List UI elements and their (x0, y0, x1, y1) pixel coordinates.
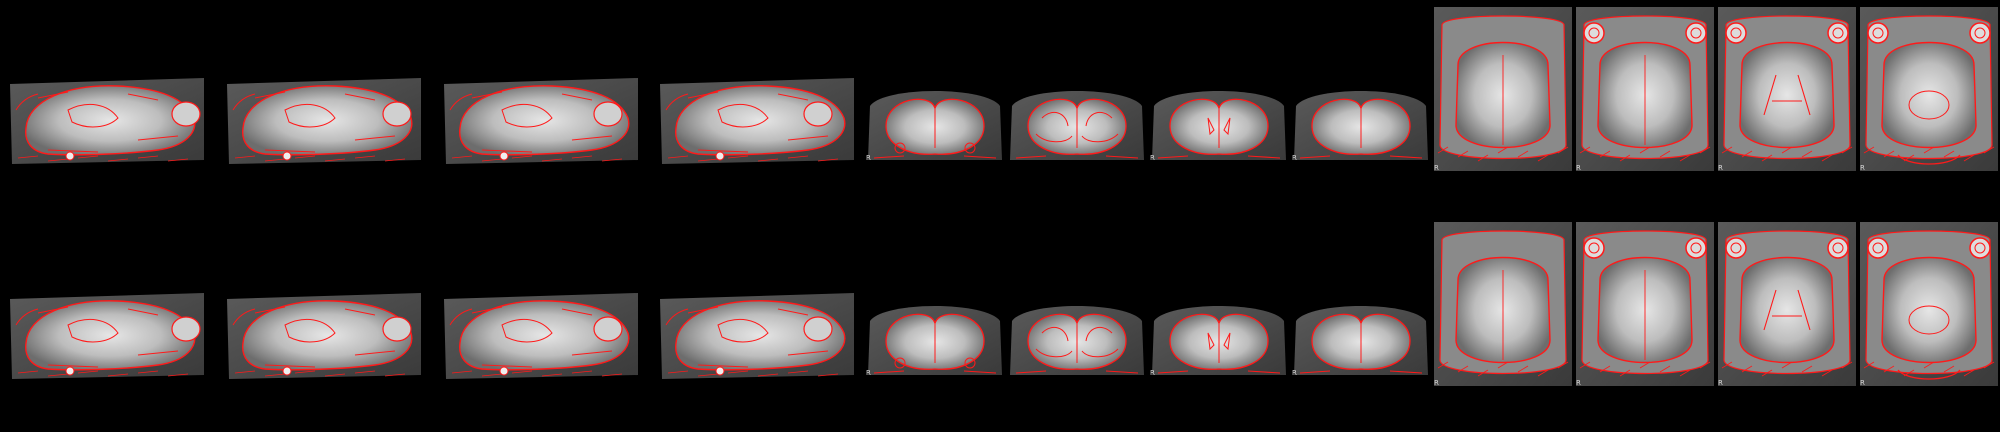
brain-slice-axial: R (1716, 5, 1858, 173)
slice-image (1152, 306, 1286, 375)
brain-slice-axial: R (1858, 220, 2000, 388)
brain-slice-sagittal (8, 285, 204, 380)
brain-slice-axial: R (1716, 220, 1858, 388)
slice-image (1294, 91, 1428, 160)
slice-image (868, 91, 1002, 160)
brain-slice-coronal: R (1148, 78, 1290, 163)
slice-image (868, 306, 1002, 375)
slice-image (660, 293, 854, 379)
brain-slice-coronal: R (1290, 293, 1432, 378)
slice-image (1718, 7, 1856, 171)
slice-image (1010, 306, 1144, 375)
slice-image (1294, 306, 1428, 375)
slice-image (1860, 7, 1998, 171)
orientation-label: R (1860, 164, 1865, 172)
brain-slice-sagittal (8, 70, 204, 165)
orientation-label: R (1718, 379, 1723, 387)
orientation-label: R (1150, 154, 1155, 162)
brain-slice-coronal: R (1148, 293, 1290, 378)
brain-slice-axial: R (1432, 5, 1574, 173)
slice-image (10, 78, 204, 164)
slice-image (444, 78, 638, 164)
orientation-label: R (1576, 164, 1581, 172)
brain-slice-coronal: R (864, 293, 1006, 378)
brain-slice-coronal: R (1290, 78, 1432, 163)
slice-image (1152, 91, 1286, 160)
slice-image (1434, 7, 1572, 171)
orientation-label: R (1860, 379, 1865, 387)
orientation-label: R (1150, 369, 1155, 377)
slice-image (444, 293, 638, 379)
slice-image (227, 293, 421, 379)
slice-image (227, 78, 421, 164)
orientation-label: R (1292, 154, 1297, 162)
brain-slice-sagittal (442, 285, 638, 380)
brain-slice-sagittal (658, 70, 854, 165)
brain-slice-axial: R (1858, 5, 2000, 173)
orientation-label: R (1292, 369, 1297, 377)
slice-image (1860, 222, 1998, 386)
brain-slice-sagittal (442, 70, 638, 165)
slice-image (1576, 222, 1714, 386)
slice-image (660, 78, 854, 164)
slice-image (10, 293, 204, 379)
slice-image (1434, 222, 1572, 386)
orientation-label: R (866, 369, 871, 377)
brain-slice-sagittal (225, 70, 421, 165)
slice-image (1576, 7, 1714, 171)
brain-slice-sagittal (225, 285, 421, 380)
orientation-label: R (1576, 379, 1581, 387)
orientation-label: R (866, 154, 871, 162)
slice-image (1718, 222, 1856, 386)
brain-slice-coronal: R (864, 78, 1006, 163)
brain-slice-coronal (1006, 78, 1148, 163)
slice-image (1010, 91, 1144, 160)
orientation-label: R (1718, 164, 1723, 172)
orientation-label: R (1434, 164, 1439, 172)
brain-slice-coronal (1006, 293, 1148, 378)
brain-slice-sagittal (658, 285, 854, 380)
brain-slice-axial: R (1574, 5, 1716, 173)
brain-slice-axial: R (1432, 220, 1574, 388)
brain-slice-axial: R (1574, 220, 1716, 388)
orientation-label: R (1434, 379, 1439, 387)
